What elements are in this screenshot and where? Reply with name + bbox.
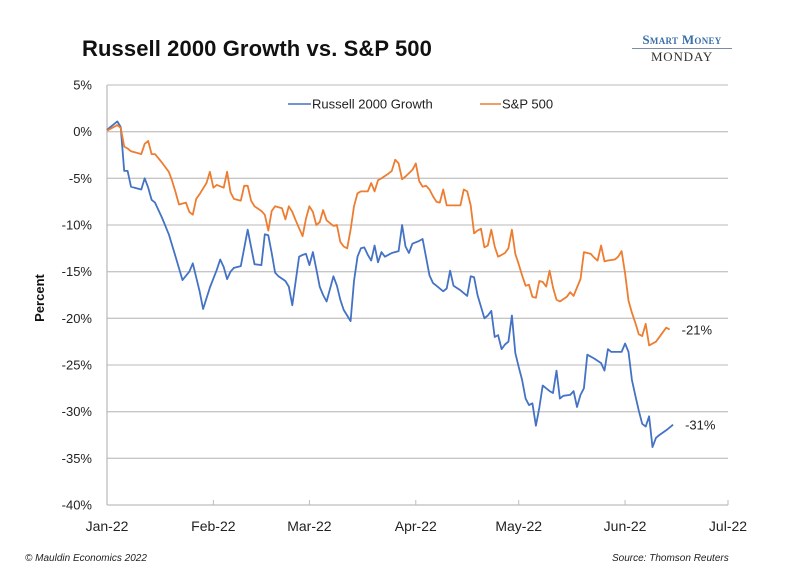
y-axis-label: Percent [32, 273, 47, 321]
x-tick-label: Feb-22 [191, 518, 236, 534]
y-tick-label: -35% [62, 451, 93, 466]
logo-divider [632, 48, 732, 49]
legend-label-russell-2000-growth: Russell 2000 Growth [312, 97, 433, 112]
y-tick-label: -20% [62, 311, 93, 326]
x-tick-label: May-22 [495, 518, 542, 534]
y-tick-label: -10% [62, 218, 93, 233]
chart-title: Russell 2000 Growth vs. S&P 500 [82, 36, 432, 61]
series-lines [106, 120, 674, 449]
x-axis [106, 85, 729, 506]
y-tick-label: 5% [73, 78, 92, 93]
series-end-labels: -31% -21% [682, 323, 716, 433]
y-tick-label: -25% [62, 358, 93, 373]
end-label-s-p-500: -21% [682, 323, 713, 338]
x-tick-label: Jan-22 [86, 518, 129, 534]
y-tick-label: -40% [62, 498, 93, 513]
legend: Russell 2000 Growth S&P 500 [288, 97, 553, 112]
y-tick-label: -5% [69, 171, 93, 186]
series-line-s-p-500 [106, 124, 671, 347]
smart-money-monday-logo: Smart Money MONDAY [630, 33, 734, 64]
end-label-russell-2000-growth: -31% [685, 418, 716, 433]
logo-line-1: Smart Money [642, 32, 722, 47]
x-tick-label: Jul-22 [709, 518, 747, 534]
copyright-note: © Mauldin Economics 2022 [25, 553, 147, 564]
gridlines [107, 84, 728, 459]
y-axis-tick-labels: 5% 0% -5% -10% -15% -20% -25% -30% -35% -40% [62, 78, 93, 513]
y-tick-label: -30% [62, 404, 93, 419]
x-tick-label: Mar-22 [287, 518, 332, 534]
y-tick-label: 0% [73, 124, 92, 139]
legend-label-sp-500: S&P 500 [502, 97, 553, 112]
source-note: Source: Thomson Reuters [612, 553, 729, 564]
x-axis-tick-labels: Jan-22 Feb-22 Mar-22 Apr-22 May-22 Jun-22 Jul-… [86, 518, 748, 534]
x-tick-label: Jun-22 [604, 518, 647, 534]
logo-line-2: MONDAY [650, 49, 714, 64]
x-tick-label: Apr-22 [395, 518, 437, 534]
y-tick-label: -15% [62, 264, 93, 279]
series-line-russell-2000-growth [106, 120, 674, 449]
